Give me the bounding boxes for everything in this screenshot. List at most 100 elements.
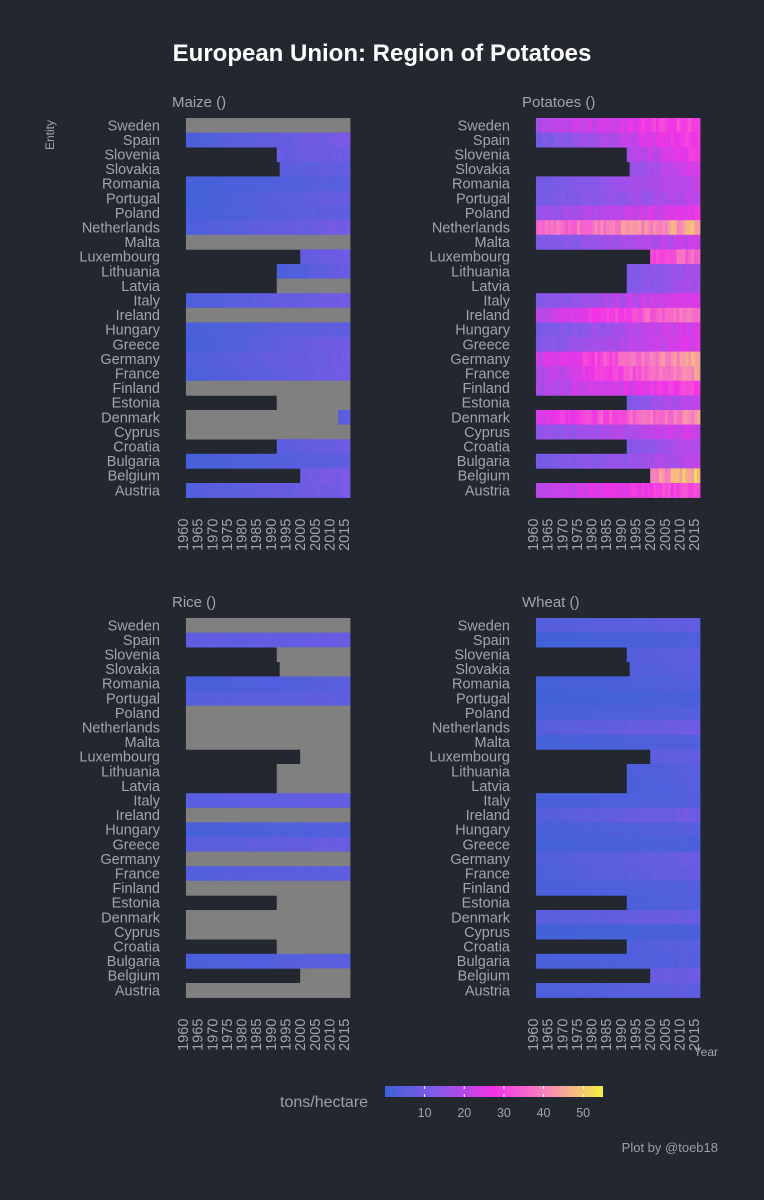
heatmap-cell [218, 822, 222, 838]
heatmap-cell [644, 939, 648, 955]
heatmap-cell [576, 380, 581, 396]
heatmap-cell [311, 953, 316, 969]
heatmap-cell [588, 880, 592, 896]
heatmap-cell [229, 676, 234, 692]
heatmap-cell [591, 453, 595, 469]
heatmap-cell [644, 220, 648, 236]
heatmap-cell [326, 424, 330, 440]
heatmap-cell [691, 983, 695, 998]
heatmap-cell [682, 234, 686, 250]
legend-tick-label: 30 [497, 1106, 511, 1120]
heatmap-cell [203, 734, 207, 750]
heatmap-cell [238, 632, 242, 648]
heatmap-cell [656, 395, 660, 411]
heatmap-cell [620, 220, 625, 236]
heatmap-cell [568, 118, 572, 133]
heatmap-cell [635, 807, 639, 823]
heatmap-cell [670, 953, 675, 969]
heatmap-cell [197, 176, 201, 192]
heatmap-cell [667, 764, 672, 779]
heatmap-cell [300, 632, 304, 648]
heatmap-cell [679, 851, 683, 867]
heatmap-cell [206, 880, 210, 896]
heatmap-cell [617, 366, 622, 382]
heatmap-cell [335, 483, 339, 498]
heatmap-cell [576, 191, 581, 206]
heatmap-cell [203, 822, 207, 838]
heatmap-cell [653, 366, 657, 382]
heatmap-cell [212, 822, 216, 838]
heatmap-cell [303, 351, 307, 367]
heatmap-cell [679, 764, 683, 779]
heatmap-cell [626, 278, 631, 294]
heatmap-cell [194, 191, 199, 206]
heatmap-cell [288, 851, 292, 867]
heatmap-cell [556, 234, 560, 250]
heatmap-cell [685, 205, 689, 221]
heatmap-cell [606, 337, 610, 352]
heatmap-cell [200, 132, 204, 148]
heatmap-cell [323, 205, 327, 221]
heatmap-cell [285, 953, 289, 969]
heatmap-cell [270, 866, 275, 882]
heatmap-cell [285, 822, 289, 838]
heatmap-cell [232, 676, 237, 692]
heatmap-cell [544, 705, 549, 721]
heatmap-cell [311, 220, 316, 236]
heatmap-cell [547, 837, 551, 852]
heatmap-cell [306, 205, 310, 221]
heatmap-cell [300, 720, 304, 736]
heatmap-cell [667, 337, 672, 352]
heatmap-cell [311, 322, 316, 338]
row-label: Slovakia [455, 662, 511, 678]
heatmap-cell [673, 147, 677, 163]
heatmap-cell [253, 720, 257, 736]
heatmap-cell [265, 676, 269, 692]
heatmap-cell [197, 410, 201, 425]
heatmap-cell [347, 778, 351, 794]
heatmap-cell [535, 632, 540, 648]
heatmap-cell [679, 380, 683, 396]
heatmap-cell [209, 705, 213, 721]
heatmap-cell [682, 734, 686, 750]
heatmap-cell [673, 968, 677, 984]
heatmap-cell [629, 439, 634, 455]
heatmap-cell [262, 132, 266, 148]
heatmap-cell [565, 118, 569, 133]
heatmap-cell [320, 293, 325, 309]
heatmap-cell [209, 205, 213, 221]
heatmap-cell [571, 293, 575, 309]
heatmap-cell [209, 807, 213, 823]
heatmap-cell [559, 676, 563, 692]
heatmap-cell [235, 822, 240, 838]
heatmap-cell [314, 380, 319, 396]
heatmap-cell [623, 307, 628, 323]
heatmap-cell [297, 910, 301, 925]
heatmap-cell [238, 220, 242, 236]
heatmap-cell [247, 293, 251, 309]
heatmap-cell [556, 924, 560, 940]
heatmap-cell [653, 676, 657, 692]
heatmap-cell [670, 147, 675, 163]
heatmap-cell [232, 924, 237, 940]
heatmap-cell [212, 807, 216, 823]
heatmap-cell [609, 176, 613, 192]
heatmap-cell [291, 924, 295, 940]
heatmap-cell [320, 278, 325, 294]
heatmap-cell [232, 410, 237, 425]
heatmap-cell [538, 234, 543, 250]
heatmap-cell [329, 176, 333, 192]
heatmap-cell [341, 661, 345, 677]
heatmap-cell [544, 910, 549, 925]
row-label: Ireland [116, 808, 160, 824]
heatmap-cell [612, 793, 616, 809]
heatmap-cell [332, 910, 336, 925]
heatmap-cell [197, 851, 201, 867]
heatmap-cell [597, 924, 601, 940]
heatmap-cell [335, 924, 339, 940]
heatmap-cell [300, 191, 304, 206]
heatmap-cell [212, 676, 216, 692]
heatmap-cell [344, 351, 348, 367]
heatmap-cell [194, 632, 199, 648]
heatmap-cell [679, 910, 683, 925]
